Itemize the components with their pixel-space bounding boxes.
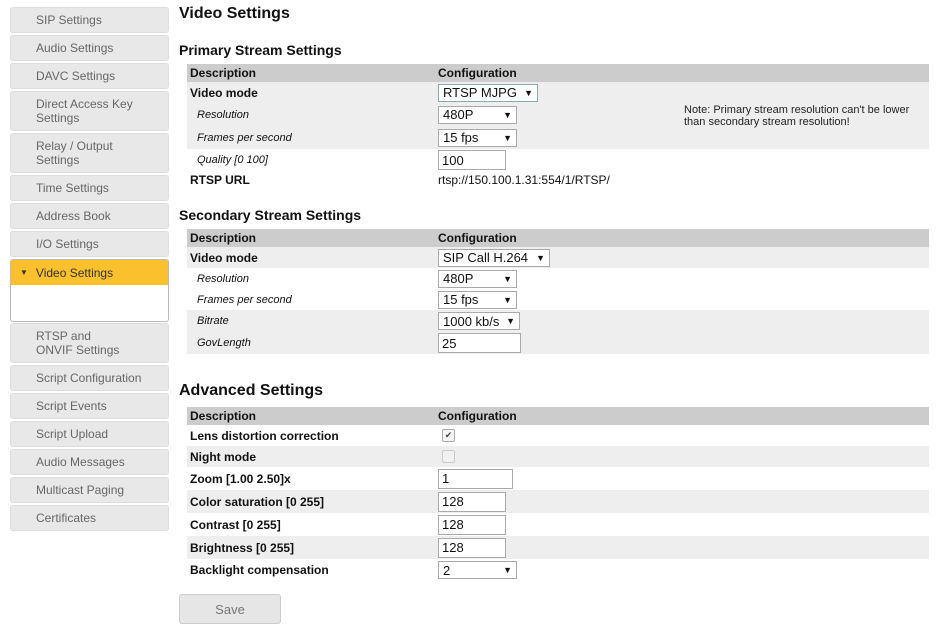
select-value: RTSP MJPG — [443, 85, 517, 100]
quality-label: Quality [0 100] — [197, 154, 268, 166]
sidebar-item-audio-messages[interactable]: Audio Messages — [10, 449, 169, 475]
primary-table: Description Configuration Video mode RTSP … — [187, 64, 929, 189]
page-title: Video Settings — [179, 5, 290, 22]
sidebar-item-davc[interactable]: DAVC Settings — [10, 63, 169, 89]
video-mode-label: Video mode — [190, 85, 258, 100]
night-mode-label: Night mode — [190, 449, 256, 464]
govlength-label: GovLength — [197, 337, 251, 349]
dropdown-arrow-icon: ▼ — [503, 565, 512, 575]
sidebar-item-script-events[interactable]: Script Events — [10, 393, 169, 419]
description-header: Description — [190, 231, 257, 245]
brightness-label: Brightness [0 255] — [190, 540, 295, 555]
contrast-input[interactable]: 128 — [438, 514, 506, 535]
sidebar-item-address-book[interactable]: Address Book — [10, 203, 169, 229]
primary-video-mode-select[interactable]: RTSP MJPG ▼ — [438, 83, 538, 102]
description-header: Description — [190, 66, 257, 80]
sidebar-item-rtsp-onvif[interactable]: RTSP and ONVIF Settings — [10, 323, 169, 363]
zoom-label: Zoom [1.00 2.50]x — [190, 471, 291, 486]
primary-section-title: Primary Stream Settings — [179, 42, 342, 58]
dropdown-arrow-icon: ▼ — [503, 294, 512, 305]
backlight-select[interactable]: 2 ▼ — [438, 561, 517, 579]
dropdown-arrow-icon: ▼ — [524, 87, 533, 98]
color-saturation-label: Color saturation [0 255] — [190, 494, 325, 509]
select-value: 480P — [443, 107, 474, 122]
sidebar-item-time[interactable]: Time Settings — [10, 175, 169, 201]
sidebar-item-video[interactable]: ▼ Video Settings — [10, 259, 169, 322]
select-value: 2 — [443, 562, 451, 578]
video-mode-label: Video mode — [190, 250, 258, 265]
secondary-govlength-input[interactable]: 25 — [438, 333, 521, 353]
save-button[interactable]: Save — [179, 594, 281, 624]
primary-fps-select[interactable]: 15 fps ▼ — [438, 128, 517, 147]
dropdown-arrow-icon: ▼ — [503, 109, 512, 120]
select-value: SIP Call H.264 — [443, 250, 529, 265]
contrast-label: Contrast [0 255] — [190, 517, 281, 532]
sidebar-item-direct-access-key[interactable]: Direct Access Key Settings — [10, 91, 169, 131]
resolution-label: Resolution — [197, 272, 249, 285]
sidebar-item-multicast-paging[interactable]: Multicast Paging — [10, 477, 169, 503]
secondary-bitrate-select[interactable]: 1000 kb/s ▼ — [438, 312, 520, 330]
sidebar-item-io[interactable]: I/O Settings — [10, 231, 169, 257]
resolution-label: Resolution — [197, 108, 249, 121]
sidebar-item-sip[interactable]: SIP Settings — [10, 7, 169, 33]
dropdown-arrow-icon: ▼ — [536, 252, 545, 263]
backlight-label: Backlight compensation — [190, 563, 329, 577]
rtsp-url-label: RTSP URL — [190, 173, 250, 187]
select-value: 15 fps — [443, 292, 479, 307]
select-value: 15 fps — [443, 130, 479, 145]
brightness-input[interactable]: 128 — [438, 537, 506, 558]
sidebar-item-relay-output[interactable]: Relay / Output Settings — [10, 133, 169, 173]
primary-quality-input[interactable]: 100 — [438, 150, 506, 170]
dropdown-arrow-icon: ▼ — [506, 316, 515, 326]
color-saturation-input[interactable]: 128 — [438, 491, 506, 512]
fps-label: Frames per second — [197, 131, 292, 144]
lens-correction-label: Lens distortion correction — [190, 428, 339, 443]
dropdown-arrow-icon: ▼ — [503, 132, 512, 143]
bitrate-label: Bitrate — [197, 315, 229, 327]
zoom-input[interactable]: 1 — [438, 468, 513, 489]
secondary-table: Description Configuration Video mode SIP C… — [187, 229, 929, 354]
rtsp-url-value: rtsp://150.100.1.31:554/1/RTSP/ — [438, 173, 610, 187]
secondary-resolution-select[interactable]: 480P ▼ — [438, 269, 517, 288]
description-header: Description — [190, 409, 257, 423]
resolution-note: Note: Primary stream resolution can't be… — [684, 104, 910, 128]
secondary-section-title: Secondary Stream Settings — [179, 207, 362, 223]
sidebar-item-script-configuration[interactable]: Script Configuration — [10, 365, 169, 391]
sidebar-item-script-upload[interactable]: Script Upload — [10, 421, 169, 447]
configuration-header: Configuration — [438, 409, 517, 423]
secondary-fps-select[interactable]: 15 fps ▼ — [438, 290, 517, 309]
caret-down-icon: ▼ — [20, 268, 28, 277]
select-value: 1000 kb/s — [443, 313, 500, 329]
secondary-video-mode-select[interactable]: SIP Call H.264 ▼ — [438, 248, 550, 267]
primary-resolution-select[interactable]: 480P ▼ — [438, 105, 517, 124]
configuration-header: Configuration — [438, 66, 517, 80]
night-mode-checkbox[interactable] — [442, 450, 455, 463]
fps-label: Frames per second — [197, 293, 292, 306]
sidebar-item-audio[interactable]: Audio Settings — [10, 35, 169, 61]
sidebar-item-label: Video Settings — [35, 265, 114, 280]
lens-correction-checkbox[interactable]: ✔ — [442, 429, 455, 442]
select-value: 480P — [443, 271, 474, 286]
advanced-section-title: Advanced Settings — [179, 382, 324, 399]
configuration-header: Configuration — [438, 231, 517, 245]
dropdown-arrow-icon: ▼ — [503, 273, 512, 284]
sidebar-item-certificates[interactable]: Certificates — [10, 505, 169, 531]
advanced-table: Description Configuration Lens distortion… — [187, 407, 929, 581]
